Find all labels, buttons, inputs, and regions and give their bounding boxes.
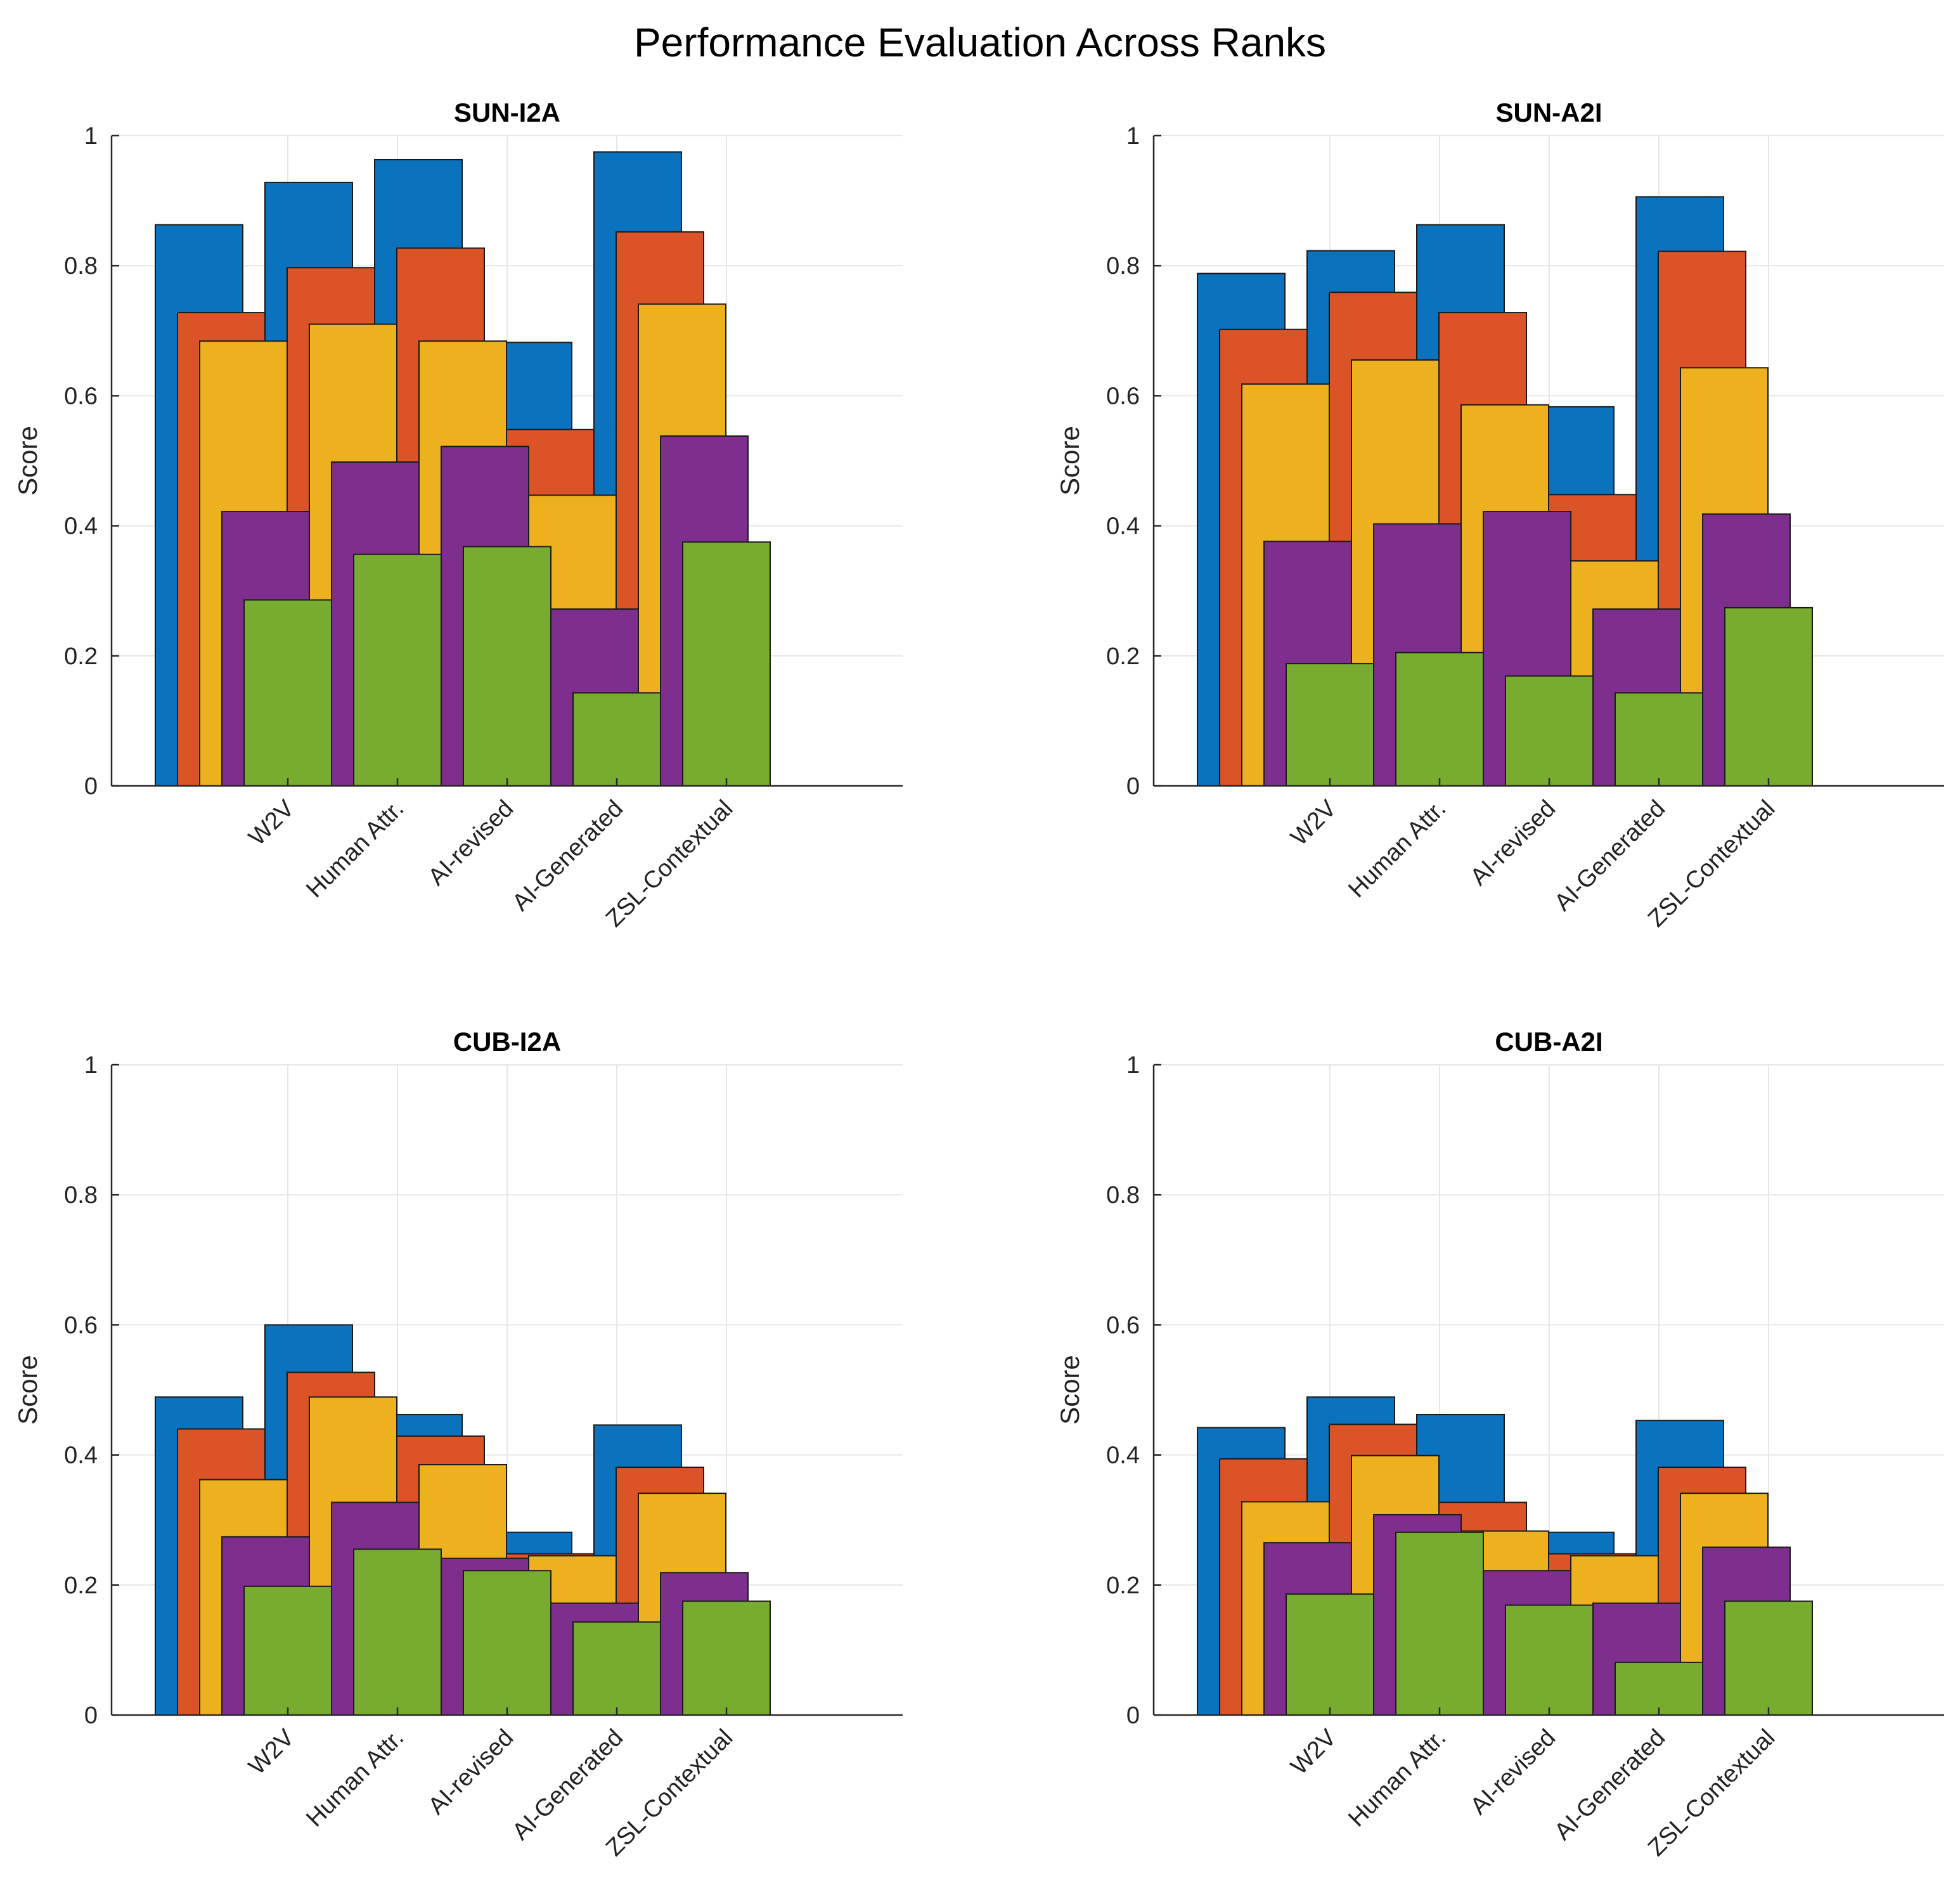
x-tick-label: Human Attr. [301,1725,409,1832]
x-tick-label: AI-revised [1466,1725,1561,1820]
x-tick-label: Human Attr. [301,795,409,903]
y-tick-label: 0.6 [64,1312,98,1339]
y-tick-label: 0.6 [1106,1312,1140,1339]
bar-series-5-ai-revised [1505,675,1594,787]
panel-cub-a2i: 0 0.2 0.4 0.6 0.8 1 W2V Human Attr. AI-revisedAI… [1055,1027,1944,1861]
y-axis-label: Score [13,426,42,496]
bar-series-5-human-attr- [1395,652,1484,787]
bar-series-5-ai-generated [572,692,661,787]
bar-series-5-zsl-contextual [682,541,771,787]
y-tick-label: 0.6 [64,383,98,409]
bar-series-5-ai-generated [1615,692,1703,787]
x-tick-label: W2V [243,795,299,851]
y-tick-label: 0.8 [64,253,98,280]
y-tick-label: 0.6 [1106,383,1140,409]
y-tick-label: 0 [1126,1702,1140,1729]
y-tick-label: 1 [84,123,98,150]
panel-cub-i2a: 0 0.2 0.4 0.6 0.8 1 W2V Human Attr. AI-revisedAI… [13,1027,903,1861]
x-tick-label: W2V [243,1724,299,1780]
bar-series-5-ai-generated [1615,1661,1703,1716]
x-tick-label: AI-Generated [507,795,628,916]
x-tick-label: AI-Generated [1549,795,1670,916]
y-tick-label: 0.4 [1106,1443,1140,1469]
x-tick-label: AI-revised [423,1725,519,1820]
figure-title: Performance Evaluation Across Ranks [633,20,1327,65]
bar-series-5-w2v [243,1585,332,1716]
bar-series-5-zsl-contextual [1724,607,1813,787]
bar-series-5-human-attr- [1395,1531,1484,1716]
panel-title: SUN-I2A [454,98,560,127]
y-tick-label: 0.4 [1106,513,1140,540]
panel-title: CUB-A2I [1495,1027,1602,1057]
y-tick-label: 0.4 [64,513,98,540]
y-tick-label: 0.8 [1106,253,1140,280]
y-tick-label: 1 [1126,123,1140,150]
x-tick-label: Human Attr. [1343,1725,1451,1832]
y-tick-label: 0.2 [64,1572,98,1599]
y-tick-label: 1 [84,1052,98,1079]
y-axis-label: Score [1055,426,1085,496]
y-axis-label: Score [13,1355,42,1425]
y-tick-label: 0.2 [1106,643,1140,670]
x-tick-label: AI-revised [423,795,519,891]
bar-series-5-w2v [243,599,332,787]
y-tick-label: 0 [84,773,98,800]
x-tick-label: Human Attr. [1343,795,1451,903]
panel-sun-a2i: 0 0.2 0.4 0.6 0.8 1 W2V Human Attr. AI-revisedAI… [1055,98,1944,932]
bar-series-5-w2v [1286,1593,1374,1716]
panel-sun-i2a: 0 0.2 0.4 0.6 0.8 1 W2V Human Attr. AI-revisedAI… [13,98,903,932]
bar-series-5-zsl-contextual [1724,1600,1813,1716]
x-tick-label: AI-Generated [507,1725,628,1846]
bar-series-5-human-attr- [353,553,442,787]
x-tick-label: W2V [1286,795,1341,851]
y-tick-label: 0 [1126,773,1140,800]
y-tick-label: 0.8 [1106,1182,1140,1209]
y-tick-label: 0.2 [1106,1572,1140,1599]
bar-series-5-ai-revised [463,1570,551,1716]
y-tick-label: 0.8 [64,1182,98,1209]
bar-series-5-ai-generated [572,1621,661,1716]
x-tick-label: AI-revised [1466,795,1561,891]
panel-title: SUN-A2I [1495,98,1602,127]
bar-series-5-w2v [1286,663,1374,787]
panel-title: CUB-I2A [453,1027,561,1057]
y-tick-label: 0 [84,1702,98,1729]
bar-series-5-zsl-contextual [682,1600,771,1716]
bar-series-5-human-attr- [353,1548,442,1716]
y-tick-label: 0.2 [64,643,98,670]
x-tick-label: W2V [1286,1724,1341,1780]
bar-series-5-ai-revised [1505,1604,1594,1716]
bar-series-5-ai-revised [463,546,551,787]
y-tick-label: 1 [1126,1052,1140,1079]
y-axis-label: Score [1055,1355,1085,1425]
x-tick-label: AI-Generated [1549,1725,1670,1846]
y-tick-label: 0.4 [64,1443,98,1469]
